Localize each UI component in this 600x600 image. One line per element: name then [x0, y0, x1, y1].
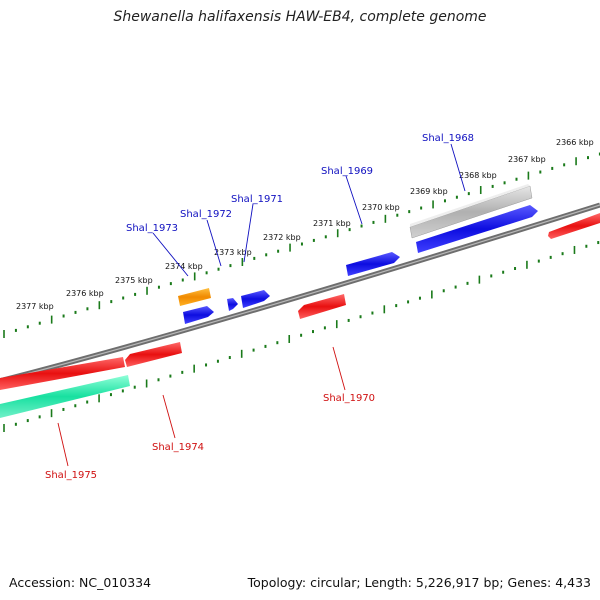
gene-feature-teal[interactable]	[0, 375, 130, 418]
scale-label-2373: 2373 kbp	[214, 248, 252, 257]
scale-label-2377: 2377 kbp	[16, 302, 54, 311]
gene-label-shal-1968[interactable]: Shal_1968	[422, 133, 474, 144]
gene-feature-orange[interactable]	[178, 288, 211, 306]
scale-label-2369: 2369 kbp	[410, 187, 448, 196]
scale-label-2372: 2372 kbp	[263, 233, 301, 242]
gene-label-shal-1973[interactable]: Shal_1973	[126, 223, 178, 234]
gene-label-shal-1969[interactable]: Shal_1969	[321, 166, 373, 177]
inner-scale-track	[3, 241, 600, 432]
gene-labels: Shal_1968 Shal_1969 Shal_1970 Shal_1971 …	[45, 133, 474, 481]
gene-features	[0, 184, 600, 418]
gene-feature-blue[interactable]	[416, 205, 538, 253]
scale-label-2367: 2367 kbp	[508, 155, 546, 164]
gene-label-shal-1974[interactable]: Shal_1974	[152, 442, 204, 453]
scale-labels: 2366 kbp 2367 kbp 2368 kbp 2369 kbp 2370…	[16, 138, 594, 311]
gene-feature-blue[interactable]	[183, 306, 214, 324]
gene-label-shal-1975[interactable]: Shal_1975	[45, 470, 97, 481]
gene-label-shal-1972[interactable]: Shal_1972	[180, 209, 232, 220]
scale-label-2376: 2376 kbp	[66, 289, 104, 298]
scale-label-2374: 2374 kbp	[165, 262, 203, 271]
gene-feature-blue[interactable]	[241, 290, 270, 308]
gene-feature-red[interactable]	[298, 294, 346, 319]
scale-label-2375: 2375 kbp	[115, 276, 153, 285]
scale-label-2368: 2368 kbp	[459, 171, 497, 180]
gene-feature-red[interactable]	[125, 342, 182, 367]
gene-feature-blue[interactable]	[227, 298, 238, 311]
genome-summary-text: Topology: circular; Length: 5,226,917 bp…	[247, 575, 591, 590]
map-title: Shewanella halifaxensis HAW-EB4, complet…	[113, 9, 487, 25]
gene-feature-red[interactable]	[0, 357, 125, 390]
gene-feature-blue[interactable]	[346, 252, 400, 276]
gene-label-shal-1970[interactable]: Shal_1970	[323, 393, 375, 404]
scale-label-2370: 2370 kbp	[362, 203, 400, 212]
outer-scale-track	[3, 152, 600, 338]
scale-label-2366: 2366 kbp	[556, 138, 594, 147]
label-leaders	[57, 143, 466, 467]
gene-feature-red[interactable]	[548, 213, 600, 239]
scale-label-2371: 2371 kbp	[313, 219, 351, 228]
accession-text: Accession: NC_010334	[9, 575, 152, 590]
gene-feature-gray[interactable]	[409, 185, 533, 239]
gene-label-shal-1971[interactable]: Shal_1971	[231, 194, 283, 205]
